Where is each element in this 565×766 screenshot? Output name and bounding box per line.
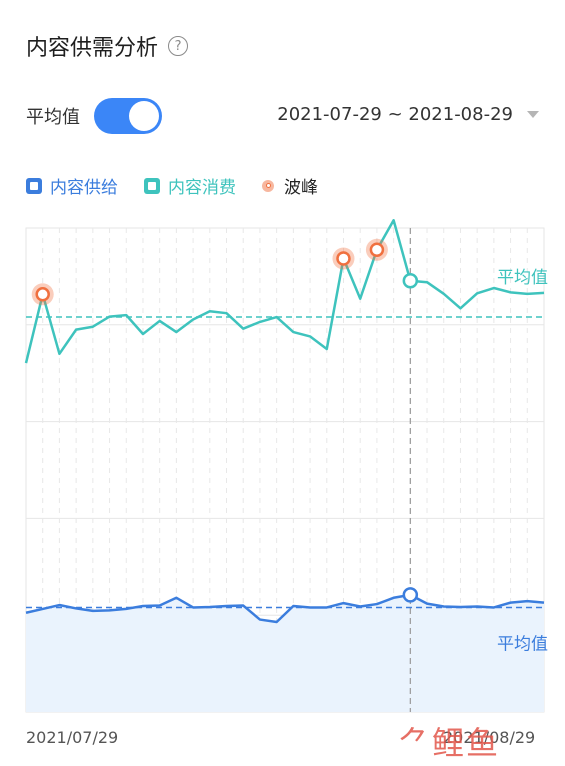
peak-marker: [369, 242, 385, 258]
page-title-text: 内容供需分析: [26, 36, 159, 61]
legend-supply-label: 内容供给: [50, 178, 118, 198]
chart-legend: 内容供给 内容消费 波峰: [26, 173, 344, 198]
supply-highlight-point: [402, 587, 419, 603]
consumption-square-icon: [144, 177, 160, 194]
x-tick-label-end: 2021/08/29: [443, 728, 536, 747]
supply-square-icon: [26, 177, 42, 194]
consumption-average-label: 平均值: [497, 268, 548, 288]
help-icon[interactable]: ?: [168, 36, 189, 56]
page-title: 内容供需分析 ?: [26, 30, 189, 62]
date-range-text: 2021-07-29 ~ 2021-08-29: [277, 104, 513, 125]
legend-item-consumption[interactable]: 内容消费: [144, 173, 236, 198]
supply-area-fill: [26, 594, 544, 712]
legend-peak-label: 波峰: [284, 178, 318, 198]
average-label: 平均值: [26, 107, 80, 128]
peak-marker: [336, 251, 351, 266]
x-tick-label-start: 2021/07/29: [26, 728, 119, 747]
consumption-highlight-point: [402, 273, 419, 289]
watermark-logo: ⺈鲤鱼: [398, 724, 501, 762]
average-toggle[interactable]: [94, 98, 162, 134]
legend-consumption-label: 内容消费: [168, 178, 236, 198]
legend-item-supply[interactable]: 内容供给: [26, 173, 118, 198]
caret-down-icon: [527, 111, 539, 118]
toggle-knob: [129, 101, 159, 131]
supply-average-label: 平均值: [497, 634, 548, 654]
average-toggle-row: 平均值: [26, 98, 162, 134]
peak-dot-icon: [262, 179, 274, 192]
supply-series-line: [25, 593, 545, 624]
legend-item-peak[interactable]: 波峰: [262, 173, 318, 198]
peak-marker: [35, 287, 50, 302]
consumption-series-line: [24, 219, 545, 364]
date-range-selector[interactable]: 2021-07-29 ~ 2021-08-29: [277, 104, 539, 125]
